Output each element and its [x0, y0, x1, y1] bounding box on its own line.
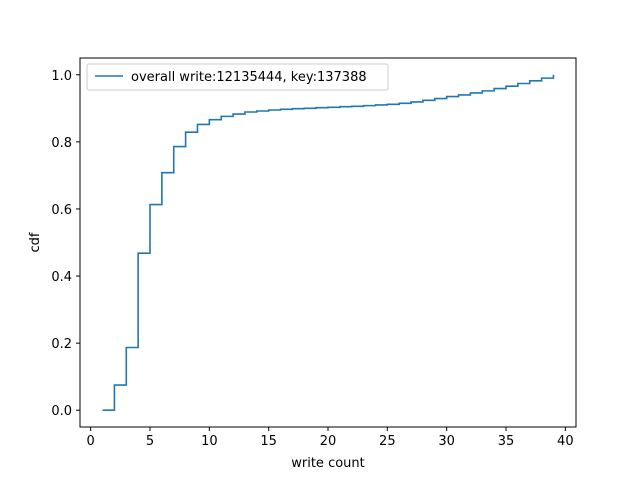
x-tick-label: 15	[260, 434, 277, 449]
y-tick-label: 0.6	[51, 203, 72, 218]
y-tick-label: 0.4	[51, 270, 72, 285]
x-tick-label: 10	[201, 434, 218, 449]
plot-frame	[79, 57, 577, 428]
y-axis-label: cdf	[28, 232, 43, 252]
x-tick-label: 20	[320, 434, 337, 449]
x-tick-label: 30	[438, 434, 455, 449]
y-tick-label: 0.2	[51, 337, 72, 352]
legend: overall write:12135444, key:137388	[86, 63, 389, 91]
legend-label: overall write:12135444, key:137388	[131, 70, 367, 85]
y-tick-label: 0.0	[51, 404, 72, 419]
x-tick-label: 0	[87, 434, 95, 449]
x-tick-label: 25	[379, 434, 396, 449]
legend-box	[86, 63, 389, 91]
y-tick-label: 0.8	[51, 136, 72, 151]
x-tick-label: 35	[498, 434, 515, 449]
series-line-0	[102, 74, 555, 412]
x-tick-label: 40	[557, 434, 574, 449]
x-tick-label: 5	[146, 434, 154, 449]
ticks-layer: 0 5 10 15 20 25 30 35 40 0.0 0.2 0.4 0.6 0.8 1.0	[51, 69, 573, 449]
y-tick-label: 1.0	[51, 69, 72, 84]
marks-layer	[102, 74, 555, 412]
x-axis-label: write count	[291, 456, 365, 471]
